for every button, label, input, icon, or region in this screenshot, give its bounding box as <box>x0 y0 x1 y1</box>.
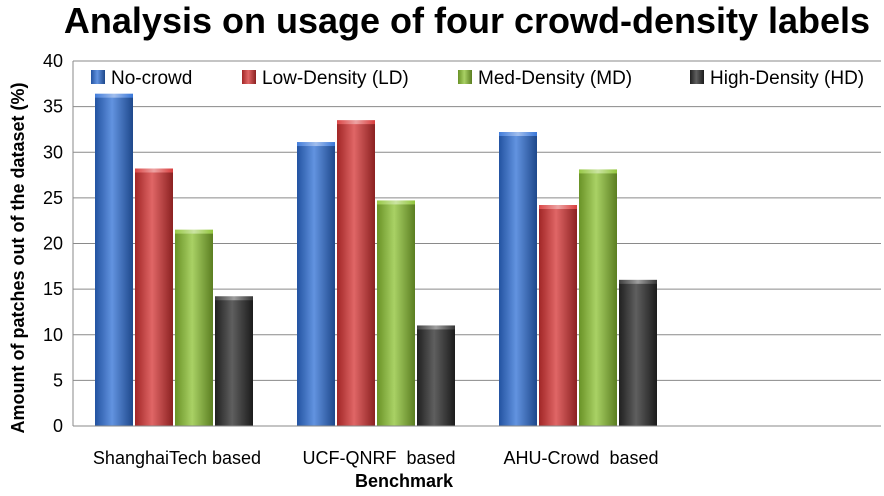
legend-label: Low-Density (LD) <box>262 68 409 89</box>
bar-cap <box>215 296 253 301</box>
y-tick-label: 10 <box>43 325 63 345</box>
x-category-label: AHU-Crowd based <box>503 448 658 468</box>
bar-body <box>579 171 617 426</box>
y-tick-label: 15 <box>43 279 63 299</box>
y-tick-label: 25 <box>43 188 63 208</box>
axes <box>72 61 881 427</box>
x-category-labels: ShanghaiTech based UCF-QNRF based AHU-Crow… <box>93 448 659 468</box>
bar <box>95 93 133 427</box>
bar-cap <box>135 168 173 173</box>
bar-body <box>499 134 537 426</box>
bar-cap <box>297 142 335 147</box>
bar-cap <box>539 205 577 209</box>
legend-item: No-crowd <box>91 68 192 89</box>
legend-item: Low-Density (LD) <box>242 68 409 89</box>
legend-label: No-crowd <box>111 68 192 89</box>
bar-cap <box>417 325 455 330</box>
legend-swatch <box>690 70 704 84</box>
y-tick-label: 0 <box>53 416 63 436</box>
bar-cap <box>337 120 375 125</box>
legend-label: High-Density (HD) <box>710 68 864 89</box>
y-tick-label: 40 <box>43 51 63 71</box>
bar-cap <box>579 169 617 174</box>
x-axis-title: Benchmark <box>355 471 454 491</box>
bar <box>135 168 173 426</box>
bar <box>579 169 617 426</box>
bar-body <box>377 202 415 426</box>
bar <box>539 205 577 426</box>
bar-body <box>215 298 253 426</box>
bar <box>337 120 375 426</box>
y-tick-label: 20 <box>43 234 63 254</box>
legend-item: Med-Density (MD) <box>458 68 632 89</box>
bar <box>417 325 455 426</box>
y-tick-label: 5 <box>53 370 63 390</box>
bar-body <box>337 122 375 426</box>
x-category-label: ShanghaiTech based <box>93 448 261 468</box>
chart-title: Analysis on usage of four crowd-density … <box>64 0 870 41</box>
bar <box>619 279 657 426</box>
legend: No-crowd Low-Density (LD) Med-Density (MD)… <box>91 68 864 89</box>
legend-swatch <box>458 70 472 84</box>
bar-body <box>135 170 173 426</box>
bar-body <box>175 231 213 426</box>
bar-cap <box>95 93 133 98</box>
bar <box>377 200 415 426</box>
y-tick-labels: 0 5 10 15 20 25 30 35 40 <box>43 51 63 436</box>
bar <box>215 296 253 426</box>
bar-cap <box>499 132 537 136</box>
x-category-label: UCF-QNRF based <box>302 448 455 468</box>
y-tick-label: 35 <box>43 97 63 117</box>
bar-body <box>619 281 657 426</box>
legend-swatch <box>91 70 105 84</box>
legend-item: High-Density (HD) <box>690 68 864 89</box>
y-tick-label: 30 <box>43 142 63 162</box>
bar-body <box>95 95 133 427</box>
bar-body <box>417 327 455 426</box>
bar <box>297 142 335 426</box>
bar-cap <box>619 279 657 284</box>
legend-label: Med-Density (MD) <box>478 68 632 89</box>
bars <box>95 93 657 427</box>
bar <box>175 229 213 426</box>
bar-cap <box>377 200 415 205</box>
bar-body <box>539 207 577 426</box>
y-axis-title: Amount of patches out of the dataset (%) <box>8 82 28 433</box>
legend-swatch <box>242 70 256 84</box>
bar-body <box>297 144 335 426</box>
bar <box>499 132 537 426</box>
bar-cap <box>175 229 213 234</box>
